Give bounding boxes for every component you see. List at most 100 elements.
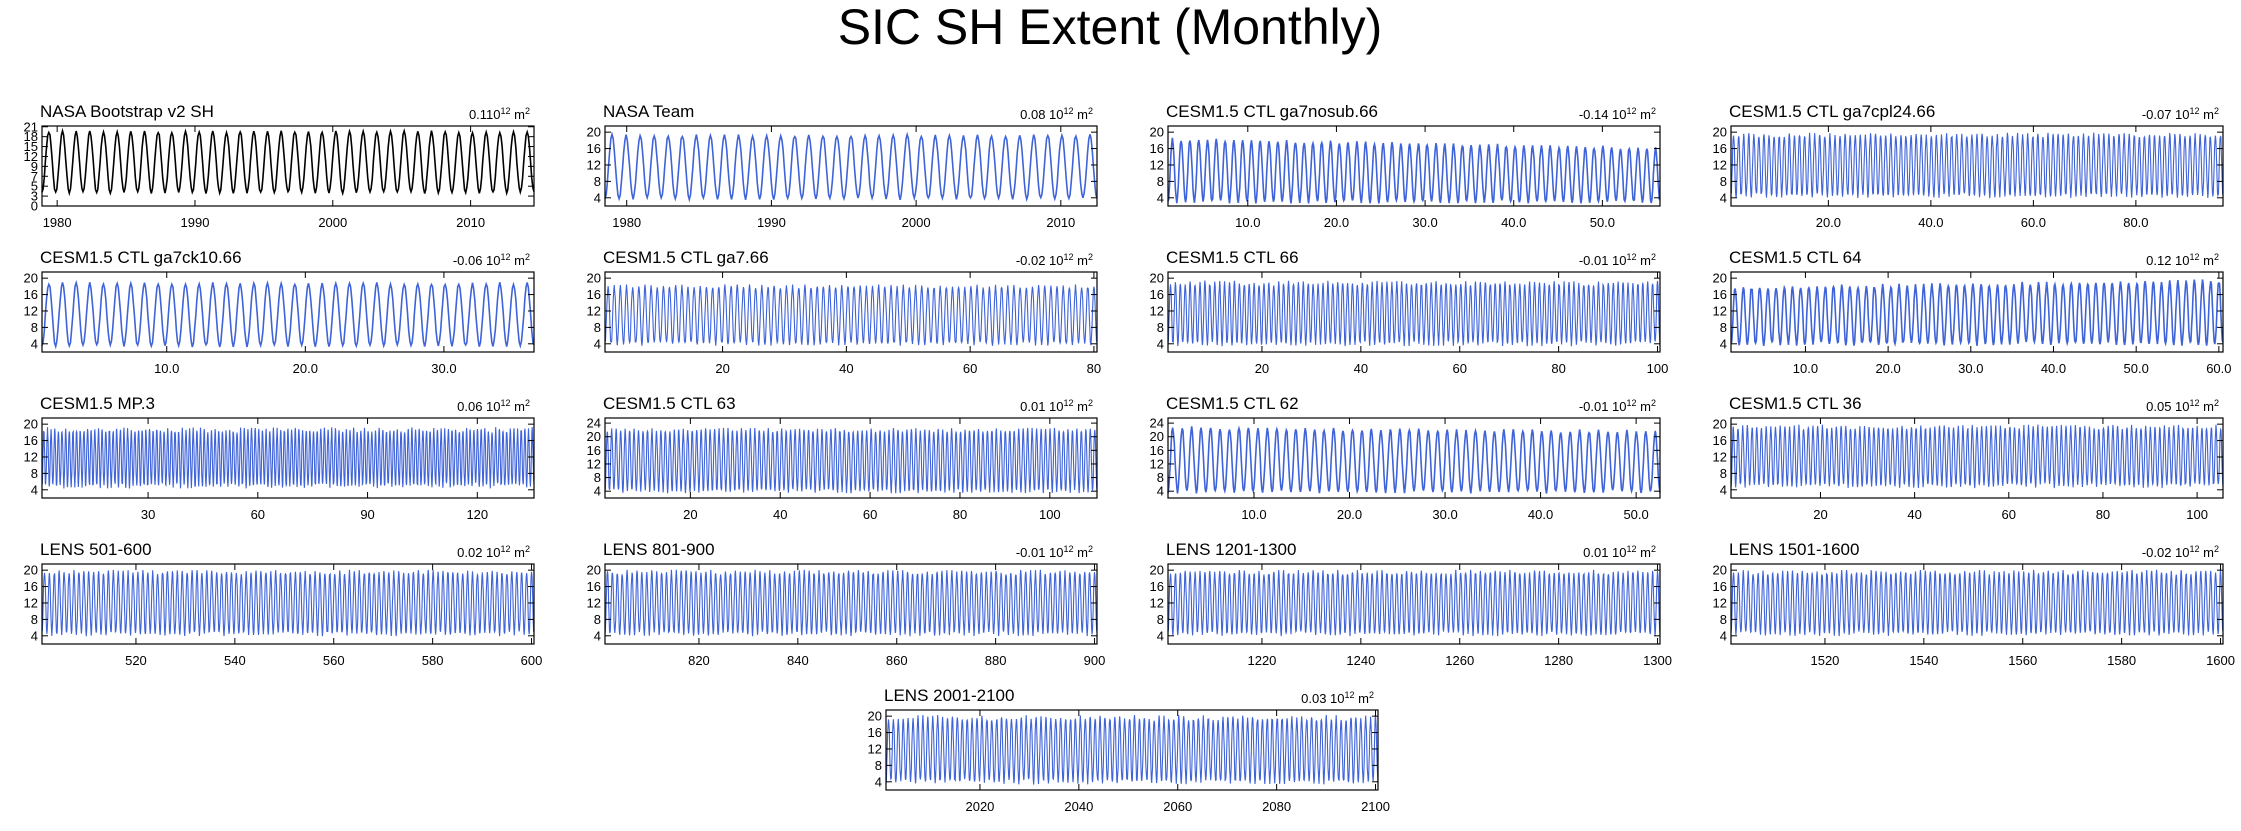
y-tick-label: 16 (1713, 433, 1727, 448)
plot-frame (1167, 417, 1661, 499)
plot-frame (1167, 563, 1661, 645)
trend-label: -0.01 1012 m2 (1579, 252, 1656, 268)
y-tick-label: 4 (594, 190, 601, 205)
y-tick-label: 12 (1713, 595, 1727, 610)
x-tick-label: 20 (683, 507, 697, 522)
x-tick-label: 100 (2186, 507, 2208, 522)
series-line (1167, 425, 1661, 495)
x-tick-label: 1580 (2107, 653, 2136, 668)
x-tick-label: 30 (141, 507, 155, 522)
trend-label: -0.01 1012 m2 (1579, 398, 1656, 414)
x-tick-label: 20 (1813, 507, 1827, 522)
x-tick-label: 560 (323, 653, 345, 668)
x-tick-label: 20.0 (1816, 215, 1841, 230)
x-tick-label: 1220 (1247, 653, 1276, 668)
x-tick-label: 1520 (1810, 653, 1839, 668)
trend-label: -0.06 1012 m2 (453, 252, 530, 268)
panel-title: CESM1.5 CTL ga7ck10.66 (40, 248, 242, 267)
series-line (604, 284, 1098, 346)
x-tick-label: 30.0 (1958, 361, 1983, 376)
x-tick-label: 40 (1907, 507, 1921, 522)
x-tick-label: 840 (787, 653, 809, 668)
y-tick-label: 24 (1150, 416, 1164, 431)
x-tick-label: 60 (1453, 361, 1467, 376)
plot-frame (1730, 271, 2224, 353)
y-tick-label: 9 (31, 159, 38, 174)
y-tick-label: 16 (24, 433, 38, 448)
series-line (604, 427, 1098, 494)
plot-frame (41, 563, 535, 645)
x-tick-label: 30.0 (431, 361, 456, 376)
x-tick-label: 2100 (1361, 799, 1390, 814)
x-tick-label: 50.0 (2124, 361, 2149, 376)
y-tick-label: 8 (594, 174, 601, 189)
y-tick-label: 4 (875, 774, 882, 789)
x-tick-label: 10.0 (1241, 507, 1266, 522)
y-tick-label: 20 (587, 271, 601, 286)
series-line (1730, 279, 2224, 347)
x-tick-label: 10.0 (1793, 361, 1818, 376)
x-tick-label: 1280 (1544, 653, 1573, 668)
trend-label: -0.02 1012 m2 (1016, 252, 1093, 268)
trend-label: 0.02 1012 m2 (457, 544, 530, 560)
panel-title: CESM1.5 CTL 63 (603, 394, 736, 413)
x-tick-label: 20.0 (1875, 361, 1900, 376)
y-tick-label: 16 (587, 287, 601, 302)
x-tick-label: 2000 (318, 215, 347, 230)
x-tick-label: 100 (1647, 361, 1669, 376)
plot-frame (1730, 125, 2224, 207)
x-tick-label: 860 (886, 653, 908, 668)
y-tick-label: 8 (31, 320, 38, 335)
x-tick-label: 40.0 (2041, 361, 2066, 376)
series-line (1167, 280, 1661, 347)
figure-title: SIC SH Extent (Monthly) (838, 0, 1383, 55)
trend-label: 0.08 1012 m2 (1020, 106, 1093, 122)
panel-title: CESM1.5 CTL ga7.66 (603, 248, 769, 267)
series-line (604, 131, 1098, 203)
x-tick-label: 90 (360, 507, 374, 522)
series-line (41, 127, 535, 197)
y-tick-label: 20 (868, 709, 882, 724)
panel-title: CESM1.5 CTL 66 (1166, 248, 1299, 267)
series-line (1730, 424, 2224, 489)
trend-label: 0.05 1012 m2 (2146, 398, 2219, 414)
panel-title: CESM1.5 CTL ga7nosub.66 (1166, 102, 1378, 121)
y-tick-label: 3 (31, 189, 38, 204)
series-line (885, 714, 1379, 785)
y-tick-label: 16 (24, 287, 38, 302)
y-tick-label: 12 (24, 303, 38, 318)
y-tick-label: 15 (24, 139, 38, 154)
x-tick-label: 1260 (1445, 653, 1474, 668)
x-tick-label: 20.0 (1324, 215, 1349, 230)
y-tick-label: 4 (1720, 628, 1727, 643)
x-tick-label: 40 (839, 361, 853, 376)
plot-frame (604, 271, 1098, 353)
y-tick-label: 4 (31, 628, 38, 643)
x-tick-label: 2020 (965, 799, 994, 814)
plot-frame (1730, 417, 2224, 499)
x-tick-label: 20.0 (1337, 507, 1362, 522)
panel-title: CESM1.5 CTL ga7cpl24.66 (1729, 102, 1935, 121)
x-tick-label: 60 (863, 507, 877, 522)
x-tick-label: 20 (1255, 361, 1269, 376)
panel-title: NASA Bootstrap v2 SH (40, 102, 214, 121)
x-tick-label: 40.0 (1918, 215, 1943, 230)
y-tick-label: 12 (1713, 157, 1727, 172)
series-line (1167, 569, 1661, 637)
y-tick-label: 12 (587, 157, 601, 172)
panel-title: LENS 1501-1600 (1729, 540, 1859, 559)
x-tick-label: 2040 (1064, 799, 1093, 814)
plot-frame (604, 417, 1098, 499)
x-tick-label: 1540 (1909, 653, 1938, 668)
x-tick-label: 1600 (2206, 653, 2235, 668)
x-tick-label: 2010 (456, 215, 485, 230)
y-tick-label: 16 (1713, 579, 1727, 594)
y-tick-label: 16 (587, 443, 601, 458)
